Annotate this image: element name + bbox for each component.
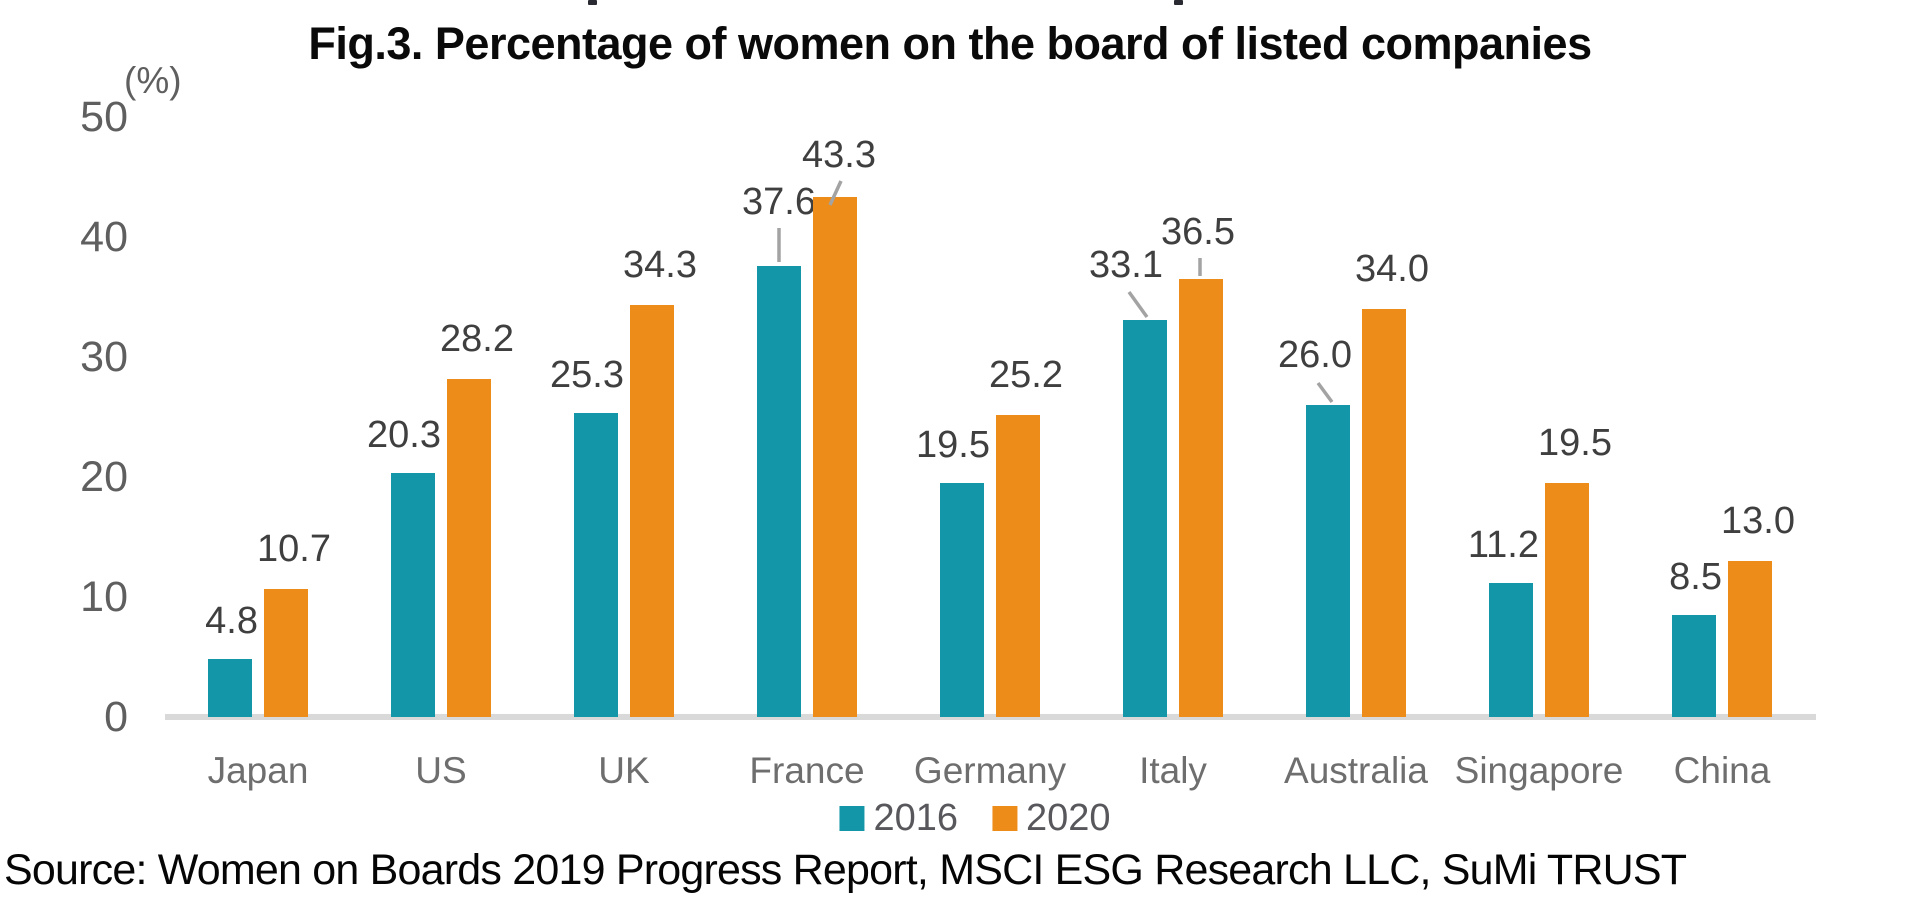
- bar-2016-australia: [1306, 405, 1350, 717]
- value-label-2020-japan: 10.7: [257, 527, 331, 570]
- bar-2016-italy: [1123, 319, 1167, 717]
- bar-2020-china: [1728, 561, 1772, 717]
- chart-title: Fig.3. Percentage of women on the board …: [308, 18, 1592, 69]
- category-label-japan: Japan: [207, 750, 309, 791]
- y-tick-label-20: 20: [80, 453, 128, 501]
- category-label-singapore: Singapore: [1454, 750, 1624, 791]
- legend-label-2020: 2020: [1026, 797, 1111, 839]
- category-label-australia: Australia: [1284, 750, 1428, 791]
- category-label-uk: UK: [598, 750, 650, 791]
- value-label-2020-china: 13.0: [1721, 500, 1795, 542]
- value-label-2020-us: 28.2: [440, 317, 514, 360]
- bar-2016-singapore: [1489, 582, 1533, 717]
- value-label-2020-italy: 36.5: [1161, 211, 1235, 253]
- value-label-2020-germany: 25.2: [989, 353, 1063, 396]
- x-axis-line: [165, 714, 1816, 720]
- value-label-2016-australia: 26.0: [1278, 334, 1352, 376]
- bar-2020-japan: [264, 588, 308, 717]
- value-label-2016-japan: 4.8: [205, 600, 258, 643]
- value-label-2016-singapore: 11.2: [1467, 523, 1539, 566]
- value-label-2020-uk: 34.3: [623, 244, 697, 287]
- value-label-2016-italy: 33.1: [1089, 244, 1163, 286]
- cropped-text-remnant: [1174, 0, 1183, 5]
- y-tick-label-30: 30: [80, 333, 128, 381]
- category-label-us: US: [415, 750, 467, 791]
- value-label-2020-france: 43.3: [802, 134, 876, 176]
- legend-item-2016: 2016: [839, 799, 958, 837]
- legend-label-2016: 2016: [873, 797, 958, 839]
- bar-2020-singapore: [1545, 483, 1589, 717]
- value-label-2016-france: 37.6: [742, 181, 816, 223]
- y-tick-label-0: 0: [104, 693, 128, 741]
- category-label-italy: Italy: [1139, 750, 1207, 791]
- bar-2020-france: [813, 197, 857, 717]
- value-label-2016-china: 8.5: [1669, 556, 1722, 598]
- value-label-2016-us: 20.3: [367, 414, 441, 457]
- category-label-germany: Germany: [913, 750, 1067, 791]
- leader-line-2016-australia: [1316, 381, 1334, 404]
- value-label-2016-germany: 19.5: [916, 424, 990, 466]
- bar-2020-us: [447, 378, 491, 717]
- value-label-2020-australia: 34.0: [1355, 248, 1429, 290]
- category-label-china: China: [1673, 750, 1771, 791]
- bar-2020-uk: [630, 305, 674, 717]
- legend: 2016 2020: [839, 799, 1111, 837]
- y-tick-label-50: 50: [80, 93, 128, 141]
- legend-item-2020: 2020: [992, 799, 1111, 837]
- bar-2016-china: [1672, 615, 1716, 717]
- legend-swatch-2020: [992, 805, 1017, 831]
- source-note: Source: Women on Boards 2019 Progress Re…: [4, 846, 1687, 894]
- bar-2016-us: [391, 473, 435, 717]
- value-label-2016-uk: 25.3: [550, 354, 624, 397]
- bar-2016-france: [757, 265, 801, 717]
- bar-2016-germany: [940, 483, 984, 717]
- category-label-france: France: [749, 750, 865, 791]
- leader-line-2016-italy: [1127, 290, 1149, 319]
- bar-2020-australia: [1362, 309, 1406, 717]
- value-label-2020-singapore: 19.5: [1538, 422, 1612, 464]
- legend-swatch-2016: [839, 805, 865, 831]
- bar-2020-italy: [1179, 279, 1223, 717]
- bar-2016-uk: [574, 413, 618, 717]
- y-tick-label-10: 10: [80, 573, 128, 621]
- y-tick-label-40: 40: [80, 213, 128, 261]
- y-axis-unit-label: (%): [124, 60, 182, 101]
- bar-2020-germany: [996, 414, 1040, 717]
- cropped-text-remnant: [588, 0, 597, 5]
- bar-2016-japan: [208, 659, 252, 717]
